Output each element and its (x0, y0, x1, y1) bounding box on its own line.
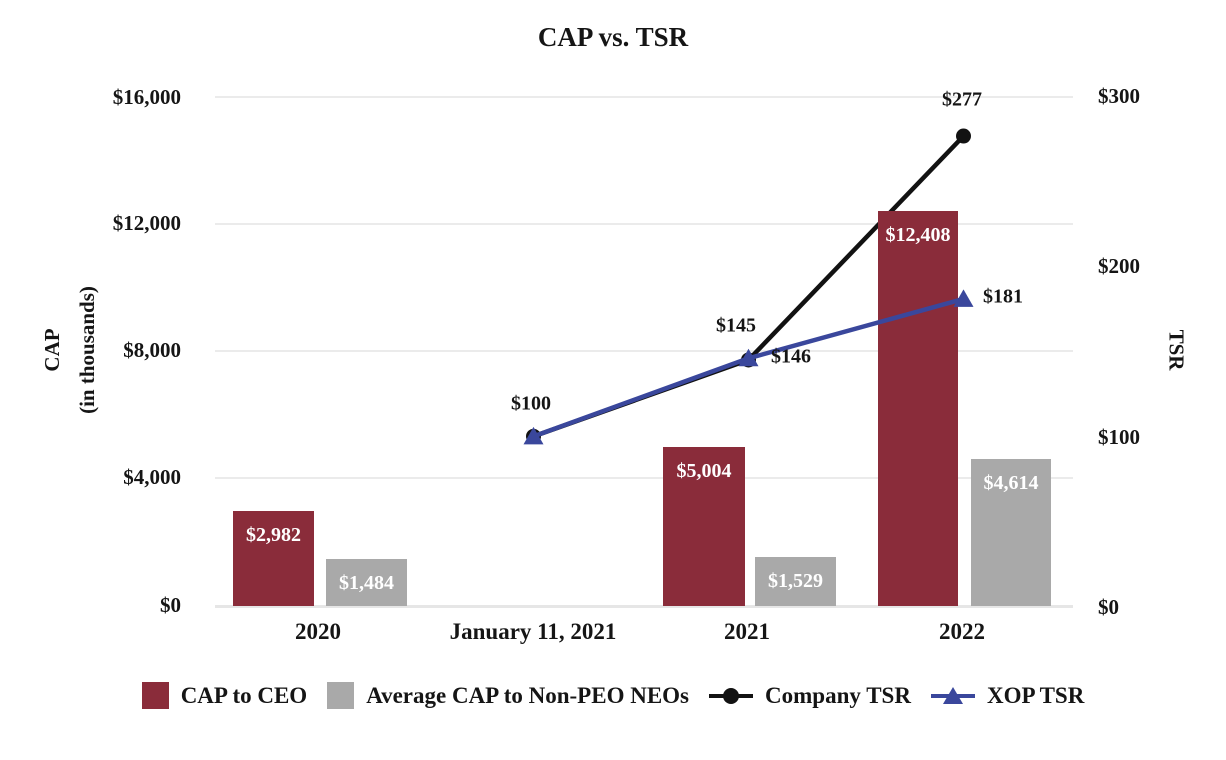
x-axis-label-jan-11-2021: January 11, 2021 (449, 619, 617, 644)
x-axis-label-2020: 2020 (295, 619, 341, 644)
legend-label-avg-cap-neos: Average CAP to Non-PEO NEOs (366, 682, 690, 708)
right-axis-tick: $100 (1098, 425, 1140, 449)
right-axis-tick: $0 (1098, 595, 1119, 619)
legend-label-cap-to-ceo: CAP to CEO (180, 682, 308, 708)
chart-title: CAP vs. TSR (537, 22, 689, 52)
point-label-company-145: $145 (716, 314, 756, 337)
bar-value-label: $12,408 (885, 224, 951, 247)
bar-value-label: $2,982 (246, 524, 301, 547)
bar-cap-to-ceo-2020: $2,982 (233, 511, 314, 606)
legend-item-cap-to-ceo: CAP to CEO (141, 682, 308, 709)
left-axis-title: CAP (in thousands) (35, 286, 105, 414)
point-label-xop-146: $146 (771, 345, 811, 368)
legend-label-company-tsr: Company TSR (765, 682, 911, 708)
x-axis-line (215, 605, 1073, 608)
left-axis-tick: $12,000 (112, 211, 181, 235)
xop-tsr-legend-marker-icon (930, 686, 975, 704)
right-axis-tick: $300 (1098, 84, 1140, 108)
point-label-tsr-100: $100 (511, 392, 551, 415)
bar-avg-cap-neos-2022: $4,614 (971, 459, 1051, 606)
bar-value-label: $1,484 (339, 571, 394, 594)
left-axis-tick: $16,000 (112, 85, 181, 109)
legend: CAP to CEO Average CAP to Non-PEO NEOs C… (0, 682, 1226, 709)
bar-avg-cap-neos-2021: $1,529 (755, 557, 836, 606)
bar-value-label: $4,614 (983, 472, 1039, 495)
left-axis-tick: $0 (160, 593, 181, 617)
x-axis-label-2022: 2022 (939, 619, 985, 644)
bar-cap-to-ceo-2021: $5,004 (663, 446, 745, 606)
legend-label-xop-tsr: XOP TSR (986, 682, 1085, 708)
legend-item-avg-cap-neos: Average CAP to Non-PEO NEOs (327, 682, 689, 709)
left-axis-title-line2: (in thousands) (75, 286, 99, 414)
gridline-16000 (215, 96, 1073, 98)
legend-swatch-avg-cap-neos (327, 682, 355, 709)
legend-swatch-cap-to-ceo (141, 682, 169, 709)
bar-value-label: $1,529 (768, 570, 823, 593)
bar-cap-to-ceo-2022: $12,408 (878, 211, 958, 606)
bar-avg-cap-neos-2020: $1,484 (326, 558, 407, 606)
company-tsr-legend-marker-icon (709, 687, 754, 704)
bar-value-label: $5,004 (676, 459, 732, 482)
left-axis-title-line1: CAP (40, 328, 64, 372)
legend-item-xop-tsr: XOP TSR (930, 682, 1085, 709)
right-axis-tick: $200 (1098, 254, 1140, 278)
left-axis-tick: $4,000 (123, 465, 181, 489)
right-axis-title: TSR (1164, 329, 1189, 371)
left-axis-tick: $8,000 (123, 338, 181, 362)
point-label-xop-181: $181 (983, 285, 1023, 308)
legend-item-company-tsr: Company TSR (709, 683, 911, 709)
x-axis-label-2021: 2021 (724, 619, 770, 644)
point-label-company-277: $277 (942, 88, 982, 111)
gridline-4000 (215, 477, 1073, 479)
